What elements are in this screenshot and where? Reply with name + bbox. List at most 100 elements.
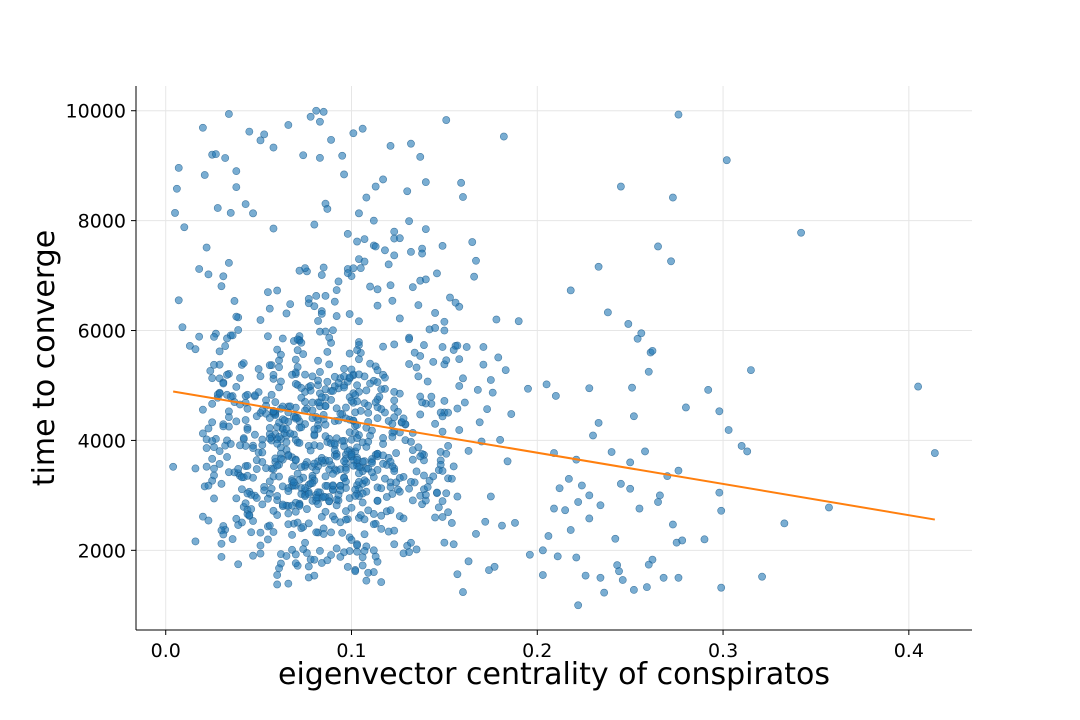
scatter-point <box>210 494 218 503</box>
scatter-point <box>390 251 399 260</box>
scatter-point <box>667 257 675 266</box>
scatter-point <box>353 455 361 464</box>
scatter-point <box>444 442 453 450</box>
scatter-point <box>668 193 677 202</box>
scatter-point <box>213 204 222 212</box>
scatter-point <box>297 423 306 432</box>
x-axis-label: eigenvector centrality of conspiratos <box>278 657 830 692</box>
scatter-point <box>293 346 302 355</box>
scatter-point <box>434 503 443 512</box>
scatter-point <box>555 484 564 493</box>
scatter-point <box>314 500 322 508</box>
y-tick-label: 6000 <box>78 321 126 343</box>
scatter-point <box>204 481 213 490</box>
scatter-point <box>360 515 369 524</box>
scatter-point <box>373 285 382 294</box>
scatter-point <box>291 355 300 364</box>
scatter-point <box>364 408 373 417</box>
scatter-point <box>355 478 363 486</box>
scatter-point <box>204 516 213 525</box>
scatter-point <box>366 282 374 291</box>
scatter-point <box>198 429 207 438</box>
scatter-point <box>319 492 328 501</box>
scatter-point <box>674 466 683 475</box>
scatter-point <box>275 383 283 392</box>
scatter-point <box>223 453 231 461</box>
scatter-point <box>416 352 425 360</box>
scatter-point <box>325 333 334 342</box>
scatter-point <box>249 209 257 218</box>
scatter-point <box>316 327 324 336</box>
scatter-point <box>462 343 471 351</box>
scatter-point <box>629 412 638 421</box>
scatter-point <box>330 515 339 524</box>
scatter-point <box>304 562 313 571</box>
scatter-point <box>316 153 324 162</box>
scatter-point <box>438 343 447 351</box>
scatter-point <box>379 342 387 351</box>
scatter-point <box>468 238 477 246</box>
scatter-point <box>291 559 300 568</box>
axes <box>135 86 972 631</box>
scatter-point <box>379 459 387 468</box>
scatter-point <box>321 292 330 300</box>
scatter-point <box>330 372 339 381</box>
scatter-point <box>414 372 423 381</box>
scatter-point <box>377 578 386 587</box>
scatter-point <box>747 366 755 374</box>
scatter-point <box>355 209 363 218</box>
scatter-point <box>360 546 369 555</box>
scatter-point <box>488 388 497 397</box>
scatter-point <box>228 535 237 543</box>
scatter-point <box>250 391 259 400</box>
scatter-point <box>219 422 228 431</box>
scatter-point <box>321 385 330 394</box>
scatter-point <box>607 448 616 456</box>
scatter-point <box>282 438 291 447</box>
scatter-point <box>297 384 306 392</box>
scatter-point <box>369 520 378 529</box>
scatter-point <box>208 374 217 383</box>
scatter-point <box>347 396 356 405</box>
scatter-point <box>258 458 267 466</box>
scatter-point <box>700 535 709 544</box>
scatter-point <box>267 390 276 399</box>
scatter-point <box>336 409 345 418</box>
scatter-point <box>659 573 668 582</box>
scatter-point <box>256 541 265 550</box>
scatter-point <box>371 242 380 251</box>
scatter-point <box>310 425 319 434</box>
scatter-point <box>291 379 300 388</box>
scatter-point <box>377 484 386 493</box>
scatter-point <box>325 360 334 369</box>
scatter-point <box>408 283 417 292</box>
scatter-point <box>377 524 386 533</box>
scatter-point <box>386 506 395 515</box>
trend-line-group <box>172 390 936 521</box>
scatter-point <box>321 432 330 441</box>
scatter-point <box>332 544 341 553</box>
scatter-point <box>342 403 350 412</box>
scatter-point <box>312 106 321 115</box>
scatter-point <box>360 257 369 266</box>
scatter-point <box>381 474 389 483</box>
scatter-point <box>368 468 376 477</box>
scatter-point <box>382 493 391 501</box>
scatter-point <box>325 456 334 465</box>
scatter-point <box>195 332 204 341</box>
scatter-point <box>412 467 421 476</box>
scatter-point <box>243 425 252 434</box>
scatter-point <box>416 452 425 461</box>
scatter-point <box>405 360 413 368</box>
scatter-point <box>232 312 241 321</box>
scatter-point <box>371 182 380 191</box>
scatter-point <box>330 446 339 455</box>
scatter-point <box>323 556 332 565</box>
scatter-point <box>306 112 315 121</box>
scatter-point <box>369 546 378 555</box>
scatter-point <box>347 503 356 512</box>
scatter-point <box>332 312 341 320</box>
scatter-point <box>644 367 653 376</box>
scatter-point <box>347 365 356 374</box>
